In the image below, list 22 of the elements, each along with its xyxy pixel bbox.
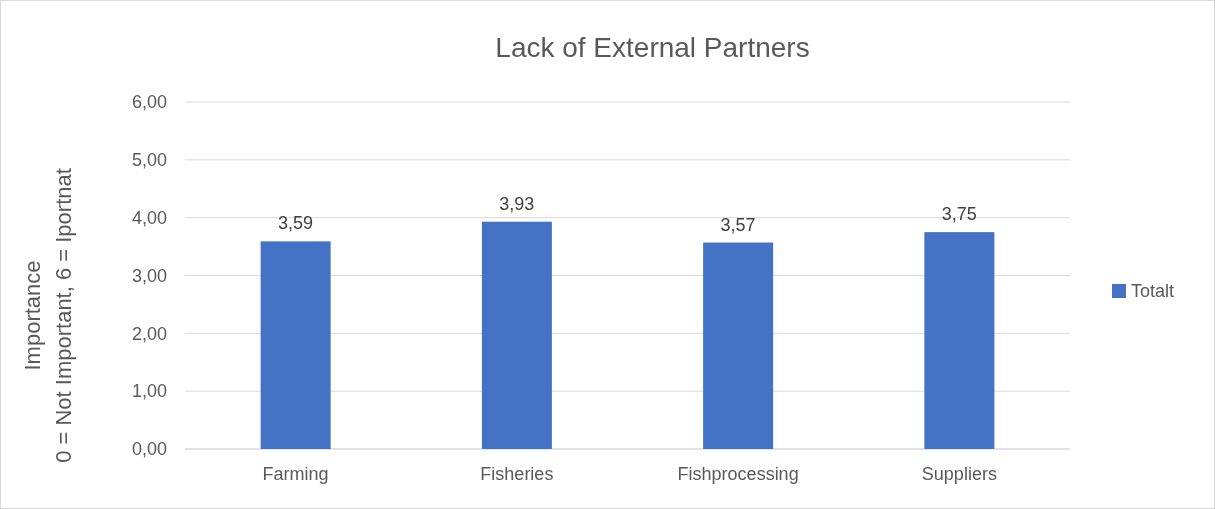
y-tick-label: 1,00 xyxy=(131,381,167,402)
y-tick-label: 4,00 xyxy=(131,207,167,228)
data-label: 3,93 xyxy=(499,193,535,214)
x-tick-label: Fisheries xyxy=(480,464,554,484)
legend-label: Totalt xyxy=(1131,281,1175,302)
y-tick-label: 2,00 xyxy=(131,323,167,344)
y-axis-title: Importance 0 = Not Important, 6 = Iportnat xyxy=(20,168,76,463)
bar xyxy=(924,232,995,449)
bar xyxy=(703,242,774,449)
bar xyxy=(481,221,552,449)
x-tick-label: Suppliers xyxy=(921,464,997,484)
data-label: 3,59 xyxy=(278,213,314,234)
y-tick-label: 5,00 xyxy=(131,150,167,171)
data-label: 3,57 xyxy=(720,214,756,235)
bar xyxy=(260,241,331,449)
x-tick-label: Fishprocessing xyxy=(677,464,799,484)
y-tick-label: 0,00 xyxy=(131,439,167,460)
x-tick-label: Farming xyxy=(262,464,329,484)
y-tick-label: 6,00 xyxy=(131,92,167,113)
data-label: 3,75 xyxy=(941,204,977,225)
y-tick-label: 3,00 xyxy=(131,265,167,286)
chart-title: Lack of External Partners xyxy=(495,32,810,63)
